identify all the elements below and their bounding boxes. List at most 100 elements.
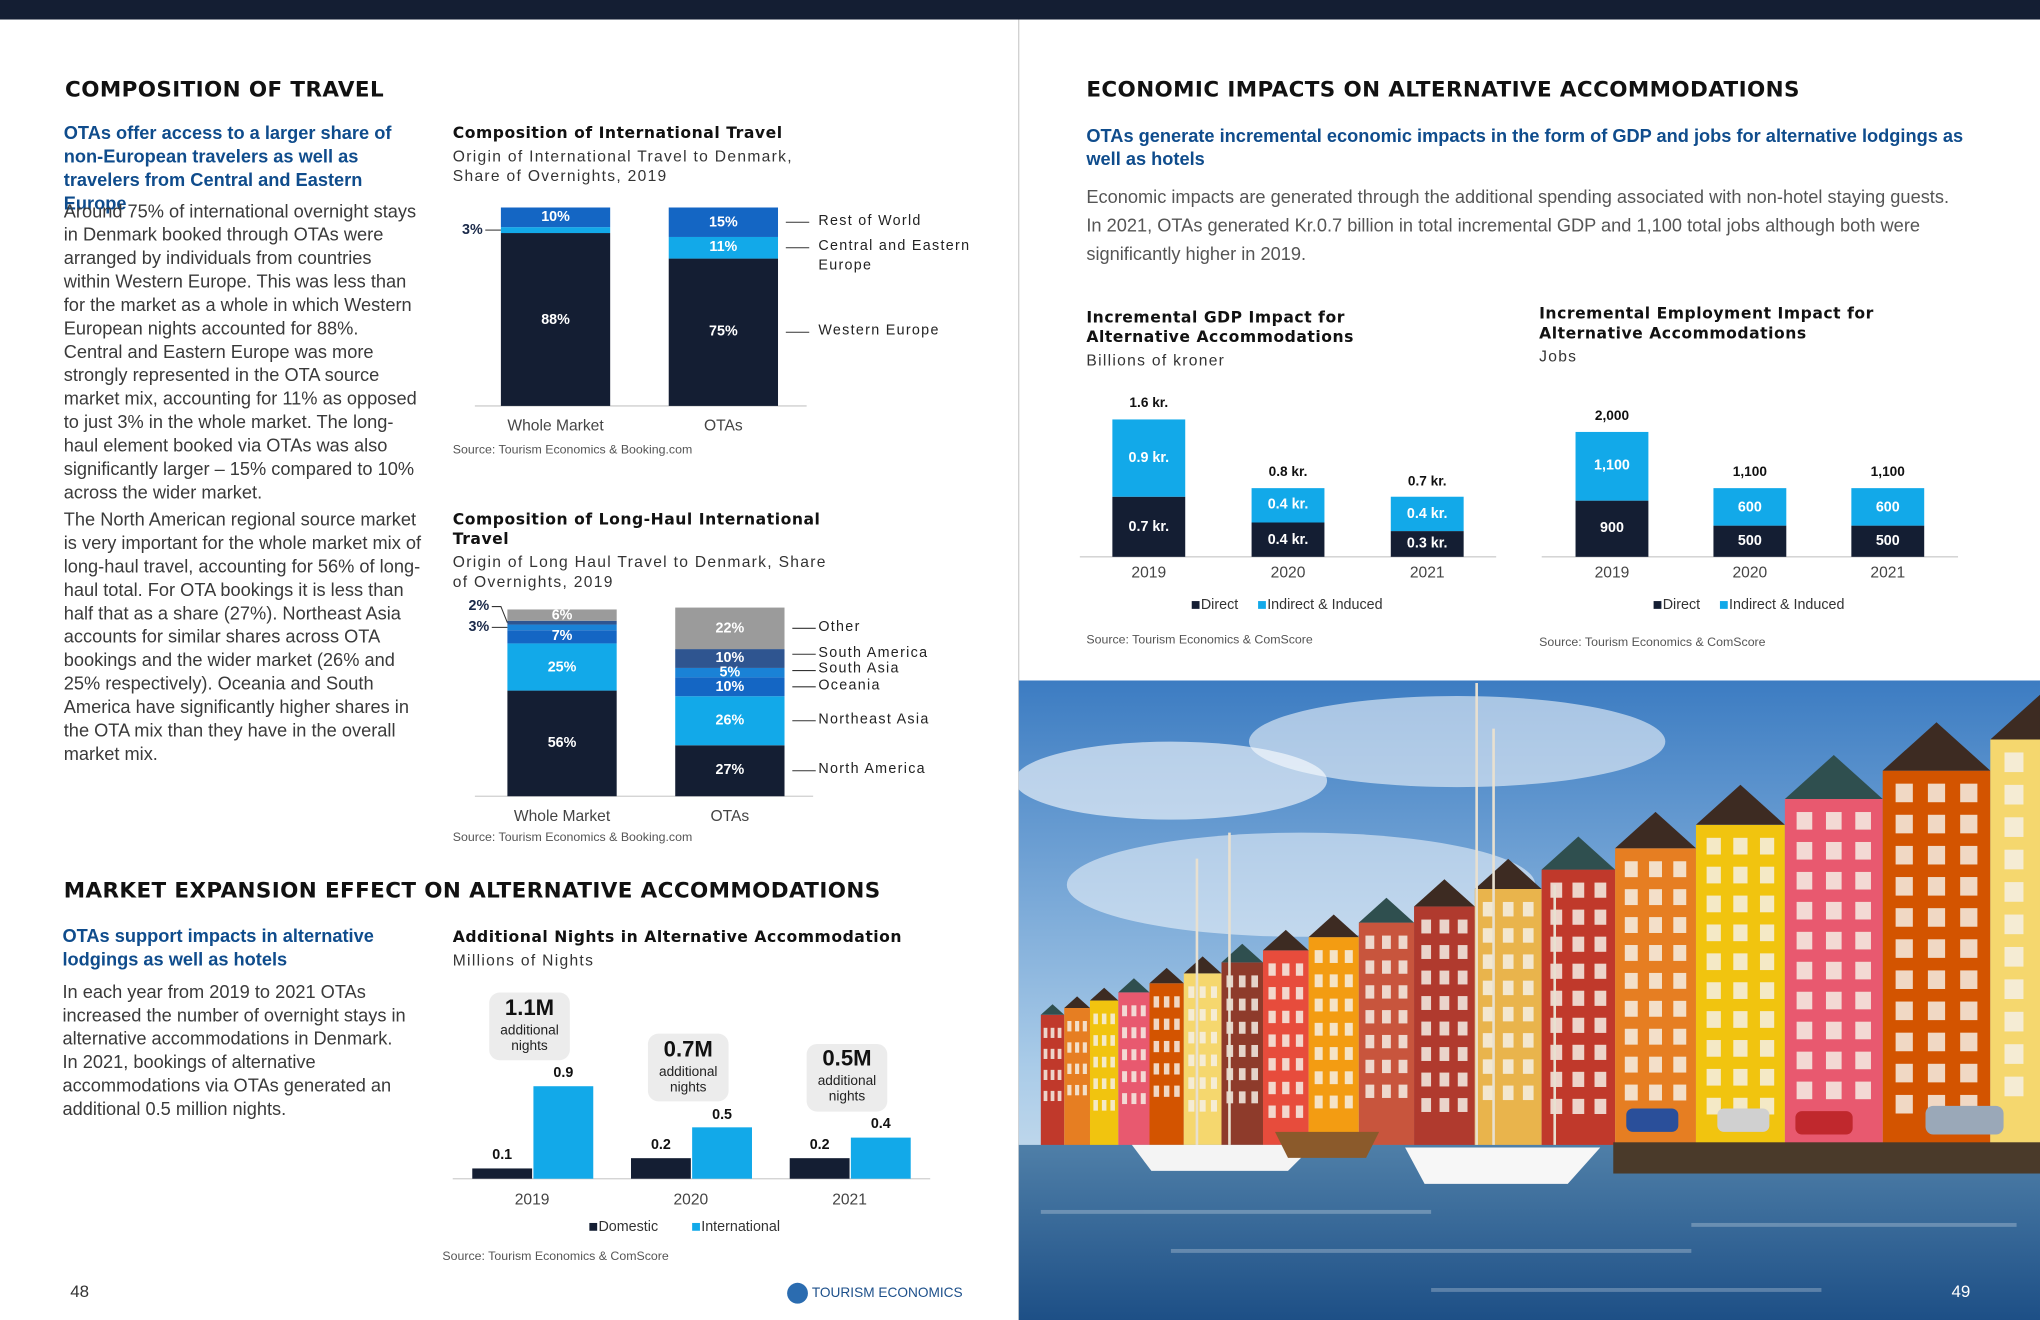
window (1502, 928, 1514, 943)
window (1624, 917, 1638, 933)
bar (630, 1158, 691, 1179)
window (1382, 935, 1391, 949)
bar-segment (1251, 488, 1325, 523)
reflections (1040, 1209, 2017, 1292)
window (1572, 990, 1585, 1006)
window (1649, 917, 1662, 933)
window (1163, 1040, 1170, 1053)
window (1110, 1056, 1115, 1068)
bar-segment (1112, 419, 1186, 497)
legend-swatch (1191, 601, 1200, 609)
window (1594, 1098, 1607, 1115)
window (1199, 1054, 1206, 1067)
bar (850, 1137, 911, 1179)
bar-segment (500, 227, 611, 234)
window (1624, 1056, 1638, 1073)
window (1895, 1094, 1913, 1114)
window (1706, 837, 1721, 855)
window (1457, 1047, 1468, 1061)
bar-segment (507, 630, 617, 644)
window (1093, 1100, 1098, 1111)
window (1733, 1040, 1748, 1057)
window (1733, 924, 1748, 942)
window (1199, 1077, 1206, 1089)
window (1122, 1005, 1128, 1017)
window (1295, 1010, 1304, 1024)
window (1825, 961, 1842, 980)
bar (533, 1086, 594, 1179)
window (1329, 974, 1338, 988)
window (1199, 1031, 1206, 1044)
window (1572, 1071, 1585, 1087)
bar-segment (507, 624, 617, 631)
window (1140, 1027, 1146, 1039)
window (1759, 953, 1775, 971)
window (1960, 877, 1978, 896)
boat (1405, 1147, 1601, 1184)
roof (1308, 914, 1359, 938)
window (1329, 950, 1338, 963)
window (1855, 1051, 1871, 1070)
window (1855, 812, 1871, 830)
window (1706, 924, 1721, 942)
window (1295, 1081, 1304, 1095)
window (1421, 1047, 1432, 1061)
window (1131, 1005, 1137, 1017)
house (1882, 770, 1991, 1152)
window (1122, 1027, 1128, 1039)
bar-segment (675, 607, 785, 650)
roof (1541, 836, 1616, 870)
window (1825, 812, 1842, 830)
window (1101, 1035, 1107, 1046)
window (1759, 1011, 1775, 1028)
window (1344, 950, 1353, 963)
window (1365, 1084, 1375, 1098)
house (1064, 1008, 1090, 1152)
bar-segment (675, 667, 785, 678)
window (1796, 841, 1813, 860)
callout-box (647, 1033, 729, 1102)
window (1572, 1098, 1585, 1115)
window (1210, 1054, 1217, 1067)
legend-swatch (1653, 601, 1662, 609)
window (1927, 908, 1946, 927)
window (1927, 814, 1946, 834)
window (1796, 931, 1813, 950)
window (1050, 1027, 1055, 1038)
window (1895, 1063, 1913, 1083)
window (1960, 1032, 1978, 1052)
window (1927, 939, 1946, 958)
window (2004, 817, 2024, 837)
window (1365, 985, 1375, 999)
window (1075, 1063, 1080, 1075)
window (1855, 961, 1871, 980)
window (1344, 998, 1353, 1012)
window (1344, 1022, 1353, 1036)
window (1927, 845, 1946, 865)
bar-segment (675, 745, 785, 797)
window (1057, 1090, 1062, 1102)
window (1624, 1000, 1638, 1017)
window (1960, 970, 1978, 989)
window (1314, 1071, 1323, 1085)
window (1210, 1077, 1217, 1089)
bar-segment (675, 696, 785, 746)
legend-swatch (589, 1222, 598, 1231)
window (1855, 841, 1871, 860)
window (1365, 960, 1375, 974)
window (1268, 1010, 1276, 1024)
window (1153, 1063, 1160, 1075)
window (1398, 1059, 1408, 1074)
legend-swatch (1258, 601, 1266, 609)
boat (1274, 1131, 1380, 1158)
bar-segment (1713, 525, 1787, 557)
window (1268, 987, 1276, 1000)
window (1927, 1001, 1946, 1021)
window (1251, 1021, 1259, 1034)
window (1282, 1081, 1290, 1095)
window (1043, 1090, 1048, 1102)
window (1522, 928, 1534, 943)
window (1421, 945, 1432, 959)
boat (1131, 1144, 1315, 1171)
